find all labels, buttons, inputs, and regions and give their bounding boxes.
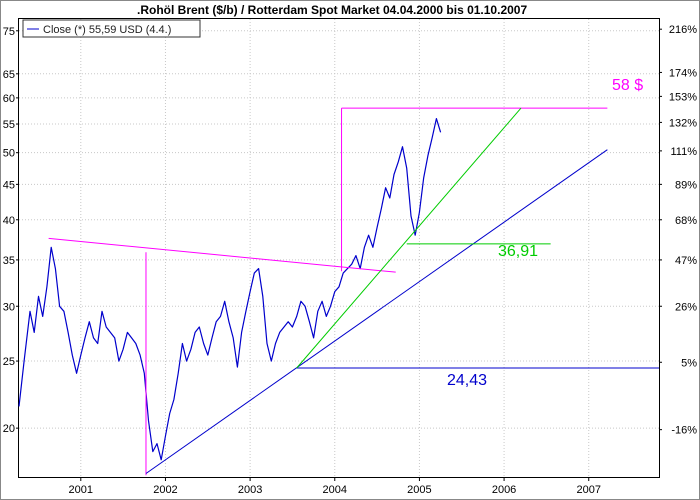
x-tick-label: 2003 (238, 484, 262, 496)
resistance-trendline (48, 237, 396, 273)
x-tick-label: 2005 (407, 484, 431, 496)
annotation-2443: 24,43 (447, 372, 487, 389)
right-tick-label: 111% (670, 146, 697, 158)
right-tick-label: 5% (681, 357, 697, 369)
x-tick-label: 2007 (576, 484, 600, 496)
left-tick-label: 40 (3, 215, 15, 227)
right-tick-label: 89% (675, 179, 697, 191)
right-tick-label: 132% (669, 117, 697, 129)
left-tick-label: 25 (3, 356, 15, 368)
legend-box (22, 19, 201, 38)
left-tick-label: 55 (3, 119, 15, 131)
left-tick-label: 45 (3, 179, 15, 191)
left-tick-label: 20 (3, 423, 15, 435)
x-tick-label: 2001 (69, 484, 93, 496)
steep-support-trendline (296, 107, 522, 369)
right-tick-label: 26% (675, 301, 697, 313)
right-tick-label: 47% (675, 255, 697, 267)
plot-area (18, 18, 660, 478)
price-series-line (18, 117, 442, 461)
x-axis: 2001 2002 2003 2004 2005 2006 2007 (69, 477, 601, 496)
x-tick-label: 2006 (492, 484, 516, 496)
right-tick-label: 216% (669, 24, 697, 36)
left-tick-label: 60 (3, 93, 15, 105)
right-tick-label: 174% (669, 67, 697, 79)
annotation-layer (48, 107, 659, 476)
right-tick-label: 68% (675, 215, 697, 227)
left-tick-label: 75 (3, 26, 15, 38)
left-tick-label: 50 (3, 148, 15, 160)
left-tick-label: 35 (3, 255, 15, 267)
legend-label: Close (*) 55,59 USD (4.4.) (43, 24, 171, 36)
chart-title: .Rohöl Brent ($/b) / Rotterdam Spot Mark… (137, 3, 527, 17)
annotation-58: 58 $ (612, 77, 643, 94)
right-tick-label: 153% (669, 91, 697, 103)
x-tick-label: 2002 (153, 484, 177, 496)
right-tick-label: -16% (671, 425, 697, 437)
legend: Close (*) 55,59 USD (4.4.) (22, 19, 201, 38)
right-axis: -16% 5% 26% 47% 68% 89% 111% 132% 153% 174% 216% (659, 24, 697, 437)
left-tick-label: 65 (3, 69, 15, 81)
left-axis: 20 25 30 35 40 45 50 55 60 65 75 (3, 26, 19, 435)
left-tick-label: 30 (3, 301, 15, 313)
x-tick-label: 2004 (323, 484, 347, 496)
series-layer (18, 117, 442, 461)
long-term-support-trendline (145, 149, 608, 474)
annotation-3691: 36,91 (498, 243, 538, 260)
